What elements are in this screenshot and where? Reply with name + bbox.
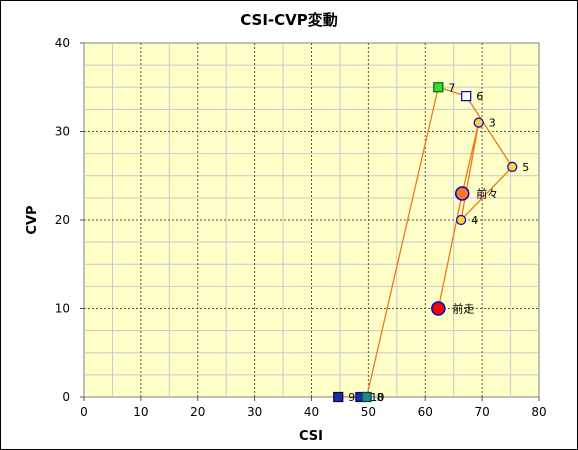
marker-3 xyxy=(473,117,484,128)
x-tick-label: 60 xyxy=(418,405,433,419)
marker-7 xyxy=(433,82,444,93)
marker-前走 xyxy=(431,301,446,316)
point-label-5: 5 xyxy=(522,161,529,174)
marker-6 xyxy=(461,90,472,102)
marker-前々 xyxy=(454,186,470,201)
x-tick-label: 40 xyxy=(304,405,319,419)
y-tick-label: 40 xyxy=(55,36,70,50)
point-label-前走: 前走 xyxy=(452,302,474,316)
y-axis-title: CVP xyxy=(25,205,40,234)
marker-9 xyxy=(333,391,344,403)
y-tick-label: 10 xyxy=(55,302,70,316)
series-line xyxy=(338,86,514,398)
x-tick-label: 10 xyxy=(133,405,148,419)
x-tick-label: 80 xyxy=(531,405,546,419)
major-grid xyxy=(84,43,539,397)
point-label-3: 3 xyxy=(489,117,496,130)
point-label-10: 10 xyxy=(370,391,384,404)
chart-title: CSI-CVP変動 xyxy=(240,11,338,29)
marker-5 xyxy=(507,161,518,172)
point-label-前々: 前々 xyxy=(476,186,498,200)
y-tick-label: 20 xyxy=(55,213,70,227)
point-label-4: 4 xyxy=(471,214,478,227)
data-markers xyxy=(333,82,518,403)
x-tick-label: 50 xyxy=(361,405,376,419)
x-tick-label: 20 xyxy=(190,405,205,419)
x-axis-title: CSI xyxy=(299,429,323,444)
point-label-9: 9 xyxy=(348,391,355,404)
point-label-7: 7 xyxy=(448,81,455,94)
marker-4 xyxy=(455,214,467,226)
y-tick-label: 30 xyxy=(55,125,70,139)
x-axis-ticks: 0 10 20 30 40 50 60 70 80 xyxy=(80,397,547,419)
point-label-8: 8 xyxy=(377,391,384,404)
marker-8 xyxy=(361,391,372,403)
x-tick-label: 70 xyxy=(474,405,489,419)
series-polyline xyxy=(338,86,514,398)
x-tick-label: 0 xyxy=(80,405,88,419)
y-axis-ticks: 0 10 20 30 40 xyxy=(55,36,84,404)
y-tick-label: 0 xyxy=(62,390,70,404)
data-labels: 前走 前々 3 4 5 6 7 8 9 10 xyxy=(348,81,529,404)
point-label-6: 6 xyxy=(476,90,483,103)
x-tick-label: 30 xyxy=(247,405,262,419)
